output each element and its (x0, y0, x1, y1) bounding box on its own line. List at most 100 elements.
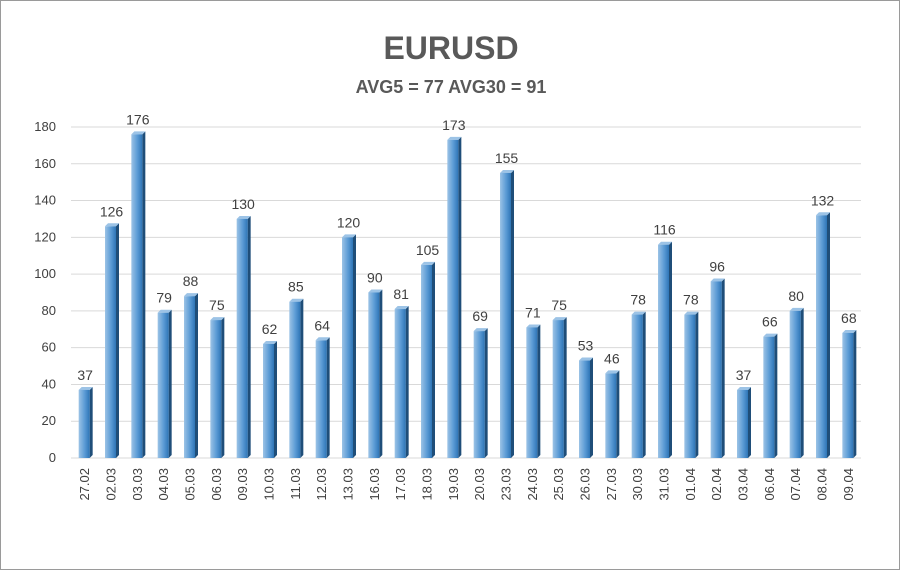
bar (236, 215, 251, 458)
x-tick-label: 19.03 (446, 468, 461, 501)
bar (763, 333, 778, 458)
y-tick-label: 60 (42, 340, 56, 355)
y-tick-label: 0 (49, 450, 56, 465)
data-label: 176 (126, 111, 150, 127)
bar (710, 278, 725, 458)
data-label: 37 (77, 367, 93, 383)
x-tick-label: 30.03 (630, 468, 645, 501)
x-tick-label: 20.03 (472, 468, 487, 501)
bar (552, 317, 567, 458)
data-label: 90 (367, 270, 383, 286)
x-tick-label: 03.03 (130, 468, 145, 501)
x-tick-label: 31.03 (657, 468, 672, 501)
y-tick-label: 40 (42, 376, 56, 391)
x-tick-label: 27.03 (604, 468, 619, 501)
bars (78, 131, 857, 458)
bar (368, 289, 383, 458)
y-tick-label: 140 (34, 193, 56, 208)
chart-title: EURUSD (383, 30, 518, 66)
data-label: 68 (841, 310, 857, 326)
data-label: 96 (709, 258, 725, 274)
chart-subtitle: AVG5 = 77 AVG30 = 91 (356, 77, 547, 97)
data-label: 116 (653, 222, 676, 238)
bar (526, 324, 541, 458)
bar (210, 317, 225, 458)
bar (658, 241, 672, 458)
x-tick-label: 12.03 (314, 468, 329, 501)
data-label: 62 (262, 321, 278, 337)
y-tick-label: 20 (42, 413, 56, 428)
x-tick-label: 02.04 (709, 468, 724, 501)
x-tick-label: 04.03 (156, 468, 171, 501)
data-labels: 37 126 176 79 88 75 130 62 85 64 120 90 81 105 173 69 15… (77, 111, 856, 383)
x-tick-label: 09.04 (841, 468, 856, 501)
bar (684, 311, 699, 458)
bar (579, 357, 593, 458)
bar (500, 169, 514, 458)
data-label: 85 (288, 279, 304, 295)
data-label: 46 (604, 350, 620, 366)
data-label: 78 (630, 292, 646, 308)
x-tick-label: 03.04 (736, 468, 751, 501)
bar (421, 261, 435, 458)
y-tick-label: 180 (34, 119, 56, 134)
bar (789, 307, 804, 458)
x-tick-label: 26.03 (578, 468, 593, 501)
data-label: 78 (683, 292, 699, 308)
data-label: 88 (183, 273, 199, 289)
x-tick-label: 01.04 (683, 468, 698, 501)
data-label: 132 (811, 192, 835, 208)
data-label: 53 (578, 338, 594, 354)
bar (289, 298, 304, 458)
x-tick-label: 11.03 (288, 468, 303, 500)
bar (605, 370, 620, 458)
x-tick-label: 06.03 (209, 468, 224, 501)
data-label: 69 (472, 308, 488, 324)
bar (78, 386, 93, 458)
x-tick-label: 10.03 (262, 468, 277, 501)
data-label: 64 (314, 317, 330, 333)
x-tick-label: 08.04 (815, 468, 830, 501)
data-label: 75 (209, 297, 225, 313)
y-tick-label: 120 (34, 229, 56, 244)
y-tick-label: 100 (34, 266, 56, 281)
x-tick-label: 05.03 (183, 468, 198, 501)
gridlines (71, 126, 861, 459)
x-tick-label: 23.03 (499, 468, 514, 501)
bar (737, 386, 751, 458)
x-tick-label: 07.04 (788, 468, 803, 501)
bar (105, 223, 119, 458)
bar (184, 293, 198, 458)
y-axis: 0 20 40 60 80 100 120 140 160 180 (34, 119, 56, 465)
data-label: 71 (525, 304, 541, 320)
x-tick-label: 13.03 (341, 468, 356, 501)
x-tick-label: 17.03 (393, 468, 408, 501)
x-tick-label: 18.03 (420, 468, 435, 501)
x-tick-label: 09.03 (235, 468, 250, 501)
data-label: 66 (762, 314, 778, 330)
bar (394, 306, 409, 458)
x-tick-label: 24.03 (525, 468, 540, 501)
bar (131, 131, 146, 458)
bar (842, 329, 857, 458)
x-tick-label: 25.03 (551, 468, 566, 501)
data-label: 80 (788, 288, 804, 304)
data-label: 81 (393, 286, 409, 302)
x-tick-label: 27.02 (77, 468, 92, 501)
bar (447, 136, 462, 458)
data-label: 79 (156, 290, 172, 306)
data-label: 126 (100, 203, 124, 219)
bar (473, 328, 488, 458)
bar (342, 234, 356, 458)
bar (631, 311, 646, 458)
y-tick-label: 80 (42, 303, 56, 318)
x-axis: 27.02 02.03 03.03 04.03 05.03 06.03 09.03 10.03… (77, 468, 856, 501)
data-label: 37 (736, 367, 752, 383)
bar (816, 212, 830, 458)
bar (315, 337, 330, 458)
x-tick-label: 06.04 (762, 468, 777, 501)
x-tick-label: 02.03 (104, 468, 119, 501)
x-tick-label: 16.03 (367, 468, 382, 501)
